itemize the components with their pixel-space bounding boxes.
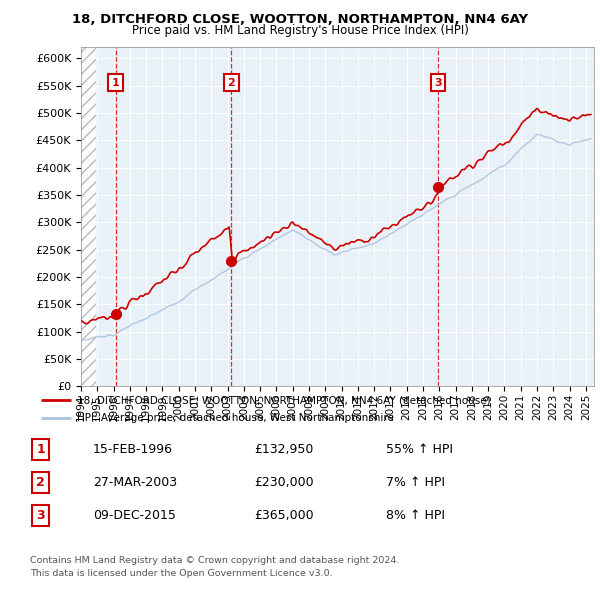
Text: 3: 3 bbox=[37, 509, 45, 522]
Text: HPI: Average price, detached house, West Northamptonshire: HPI: Average price, detached house, West… bbox=[77, 413, 394, 423]
Text: 55% ↑ HPI: 55% ↑ HPI bbox=[386, 442, 454, 456]
Text: 2: 2 bbox=[37, 476, 45, 489]
Text: Price paid vs. HM Land Registry's House Price Index (HPI): Price paid vs. HM Land Registry's House … bbox=[131, 24, 469, 37]
Text: 27-MAR-2003: 27-MAR-2003 bbox=[92, 476, 177, 489]
Bar bbox=[81, 47, 95, 386]
Text: Contains HM Land Registry data © Crown copyright and database right 2024.: Contains HM Land Registry data © Crown c… bbox=[30, 556, 400, 565]
Text: 3: 3 bbox=[434, 78, 442, 88]
Text: 1: 1 bbox=[112, 78, 119, 88]
Text: 18, DITCHFORD CLOSE, WOOTTON, NORTHAMPTON, NN4 6AY (detached house): 18, DITCHFORD CLOSE, WOOTTON, NORTHAMPTO… bbox=[77, 395, 491, 405]
Text: 15-FEB-1996: 15-FEB-1996 bbox=[92, 442, 173, 456]
Text: 2: 2 bbox=[227, 78, 235, 88]
Text: 8% ↑ HPI: 8% ↑ HPI bbox=[386, 509, 445, 522]
Text: 09-DEC-2015: 09-DEC-2015 bbox=[92, 509, 176, 522]
Text: £365,000: £365,000 bbox=[254, 509, 314, 522]
Text: £132,950: £132,950 bbox=[254, 442, 313, 456]
Text: £230,000: £230,000 bbox=[254, 476, 314, 489]
Text: 1: 1 bbox=[37, 442, 45, 456]
Text: 7% ↑ HPI: 7% ↑ HPI bbox=[386, 476, 445, 489]
Text: This data is licensed under the Open Government Licence v3.0.: This data is licensed under the Open Gov… bbox=[30, 569, 332, 578]
Text: 18, DITCHFORD CLOSE, WOOTTON, NORTHAMPTON, NN4 6AY: 18, DITCHFORD CLOSE, WOOTTON, NORTHAMPTO… bbox=[72, 13, 528, 26]
